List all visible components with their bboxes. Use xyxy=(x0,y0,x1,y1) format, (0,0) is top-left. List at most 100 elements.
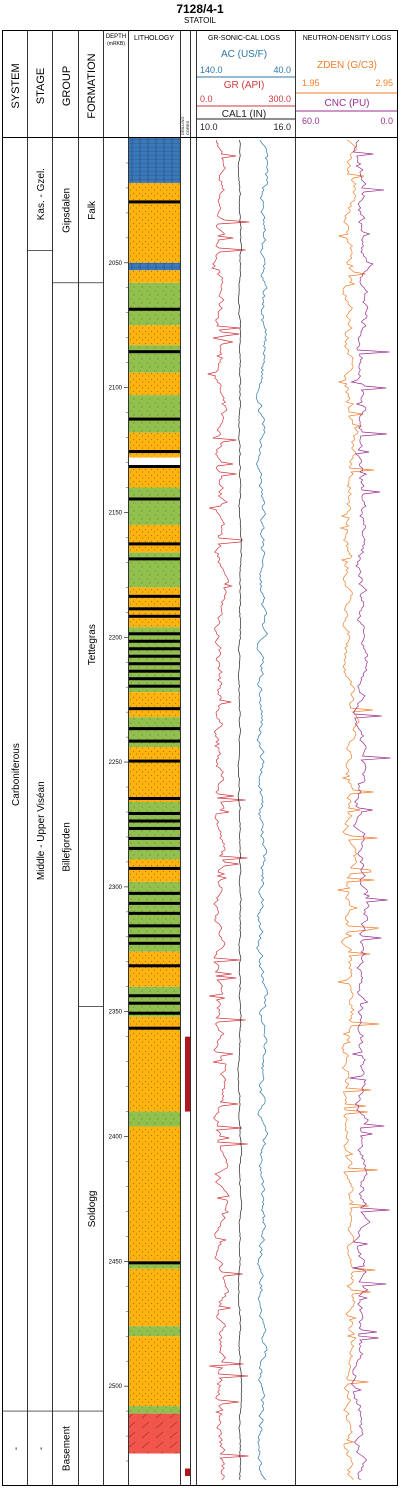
lithology-coal-bed xyxy=(129,654,180,658)
cal-curve xyxy=(237,139,243,1481)
core-interval xyxy=(185,1036,190,1112)
ac-min: 140.0 xyxy=(200,65,223,75)
lithology-coal-bed xyxy=(129,307,180,311)
lithology-siltstone-bed xyxy=(129,282,180,326)
header-lithology: LITHOLOGY xyxy=(134,35,174,42)
lithology-sandstone-bed xyxy=(129,1126,180,1262)
cal-max: 16.0 xyxy=(273,122,291,132)
lithology-coal-bed xyxy=(129,826,180,830)
lithology-coal-bed xyxy=(129,866,180,870)
header-gr-sonic-cal: GR-SONIC-CAL LOGS xyxy=(208,35,280,42)
lithology-coal-bed xyxy=(129,417,180,421)
gr-label: GR (API) xyxy=(224,80,265,91)
cal-min: 10.0 xyxy=(200,122,218,132)
lithology-coal-bed xyxy=(129,669,180,673)
lithology-coal-bed xyxy=(129,497,180,501)
lithology-coal-bed xyxy=(129,846,180,850)
gr-sonic-cal-scales: AC (US/F) 140.0 40.0 GR (API) 0.0 300.0 … xyxy=(197,49,295,132)
depth-tick-label: 2200 xyxy=(109,635,123,641)
lithology-siltstone-bed xyxy=(129,1406,180,1414)
lithology-coal-bed xyxy=(129,924,180,928)
group-unit-label: Billefjorden xyxy=(62,822,73,871)
lithology-coal-bed xyxy=(129,891,180,895)
lithology-coal-bed xyxy=(129,557,180,561)
zden-min: 1.95 xyxy=(302,78,320,88)
lithology-coal-bed xyxy=(129,911,180,915)
lithology-coal-bed xyxy=(129,677,180,681)
lithology-coal-bed xyxy=(129,614,180,618)
depth-tick-label: 2300 xyxy=(109,885,123,891)
lithology-coal-bed xyxy=(129,759,180,763)
lithology-coal-bed xyxy=(129,797,180,801)
lithology-column xyxy=(129,138,180,1467)
lithology-sandstone-bed xyxy=(129,432,180,458)
lithology-coal-bed xyxy=(129,836,180,840)
lithology-siltstone-bed xyxy=(129,395,180,433)
lithology-siltstone-bed xyxy=(129,1326,180,1337)
lithology-basement-bed xyxy=(129,1413,180,1454)
cnc-curve xyxy=(349,139,391,1481)
formation-unit-label: Soldogg xyxy=(87,1191,98,1228)
lithology-coal-bed xyxy=(129,941,180,945)
lithology-coal-bed xyxy=(129,994,180,998)
neutron-density-track xyxy=(337,139,391,1481)
lithology-siltstone-bed xyxy=(129,487,180,525)
header-formation: FORMATION xyxy=(86,53,98,118)
lithology-coal-bed xyxy=(129,707,180,711)
header-system: SYSTEM xyxy=(10,63,22,108)
group-unit-label: Basement xyxy=(62,1426,73,1471)
lithology-blank-bed xyxy=(129,1453,180,1467)
gr-min: 0.0 xyxy=(200,94,213,104)
lithology-coal-bed xyxy=(129,607,180,611)
lithology-sandstone-bed xyxy=(129,859,180,882)
depth-tick-label: 2250 xyxy=(109,760,123,766)
lithology-limestone-bed xyxy=(129,262,180,271)
lithology-coal-bed xyxy=(129,632,180,636)
lithology-limestone-bed xyxy=(129,138,180,183)
log-frame xyxy=(2,30,398,1486)
header-depth: DEPTH xyxy=(106,34,126,40)
depth-axis: 2050 2100 2150 2200 2250 2300 2350 2400 2450 2500 xyxy=(109,162,128,1462)
stage-unit-label: - xyxy=(36,1447,47,1450)
stage-unit-label: Kas. - Gzel. xyxy=(36,168,47,220)
lithology-sandstone-bed xyxy=(129,692,180,718)
lithology-coal-bed xyxy=(129,684,180,688)
lithology-coal-bed xyxy=(129,739,180,743)
header-depth-unit: (mRKB) xyxy=(107,41,125,47)
lithology-coal-bed xyxy=(129,542,180,546)
lithology-coal-bed xyxy=(129,812,180,815)
depth-tick-label: 2050 xyxy=(109,261,123,267)
lithology-coal-bed xyxy=(129,1026,180,1030)
lithology-coal-bed xyxy=(129,934,180,938)
lithology-sandstone-bed xyxy=(129,270,180,283)
zden-curve xyxy=(337,139,380,1481)
stratigraphy-columns: Carboniferous - Kas. - Gzel. Middle - Upper… xyxy=(3,168,103,1471)
formation-unit-label: Tettegras xyxy=(87,624,98,665)
lithology-coal-bed xyxy=(129,727,180,731)
lithology-sandstone-bed xyxy=(129,1268,180,1327)
well-title: 7128/4-1 xyxy=(176,2,224,16)
header-neutron-density: NEUTRON-DENSITY LOGS xyxy=(303,35,392,42)
neutron-density-scales: ZDEN (G/C3) 1.95 2.95 CNC (PU) 60.0 0.0 xyxy=(296,60,397,126)
lithology-coal-bed xyxy=(129,350,180,354)
lithology-sandstone-bed xyxy=(129,747,180,803)
gr-curve xyxy=(207,139,250,1481)
stage-unit-label: Middle - Upper Viséan xyxy=(36,781,47,880)
lithology-coal-bed xyxy=(129,964,180,968)
ac-max: 40.0 xyxy=(273,65,291,75)
header-cores: CORES xyxy=(185,120,190,135)
cnc-max: 0.0 xyxy=(380,116,393,126)
lithology-siltstone-bed xyxy=(129,345,180,373)
lithology-coal-bed xyxy=(129,450,180,454)
lithology-sandstone-bed xyxy=(129,1336,180,1407)
formation-unit-label: Falk xyxy=(87,200,98,220)
system-unit-label: - xyxy=(11,1447,22,1450)
lithology-coal-bed xyxy=(129,639,180,643)
cnc-label: CNC (PU) xyxy=(325,98,370,109)
lithology-sandstone-bed xyxy=(129,467,180,488)
lithology-siltstone-bed xyxy=(129,1111,180,1127)
lithology-sandstone-bed xyxy=(129,1016,180,1112)
zden-max: 2.95 xyxy=(375,78,393,88)
cnc-min: 60.0 xyxy=(302,116,320,126)
